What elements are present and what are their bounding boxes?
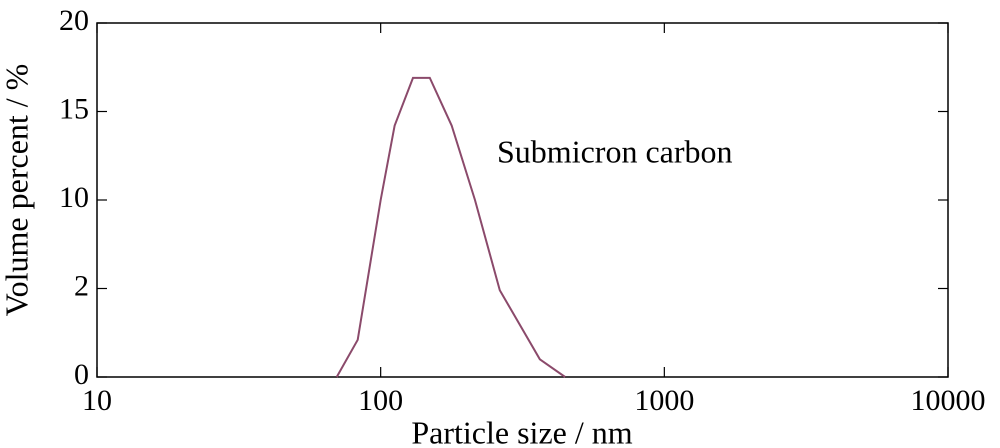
x-axis-label: Particle size / nm [411, 414, 632, 448]
plot-frame [96, 22, 949, 378]
y-tick-label: 0 [74, 358, 89, 391]
x-tick-label: 1000 [634, 384, 694, 417]
y-tick-label: 10 [59, 181, 89, 214]
y-axis-label: Volume percent / % [0, 64, 34, 317]
y-tick-label: 15 [59, 92, 89, 125]
y-tick-label: 20 [59, 4, 89, 37]
data-line [335, 76, 566, 378]
y-tick-label: 2 [74, 269, 89, 302]
x-tick-label: 10000 [911, 384, 986, 417]
annotation: Submicron carbon [497, 133, 733, 169]
x-tick-label: 10 [82, 384, 112, 417]
x-tick-label: 100 [358, 384, 403, 417]
